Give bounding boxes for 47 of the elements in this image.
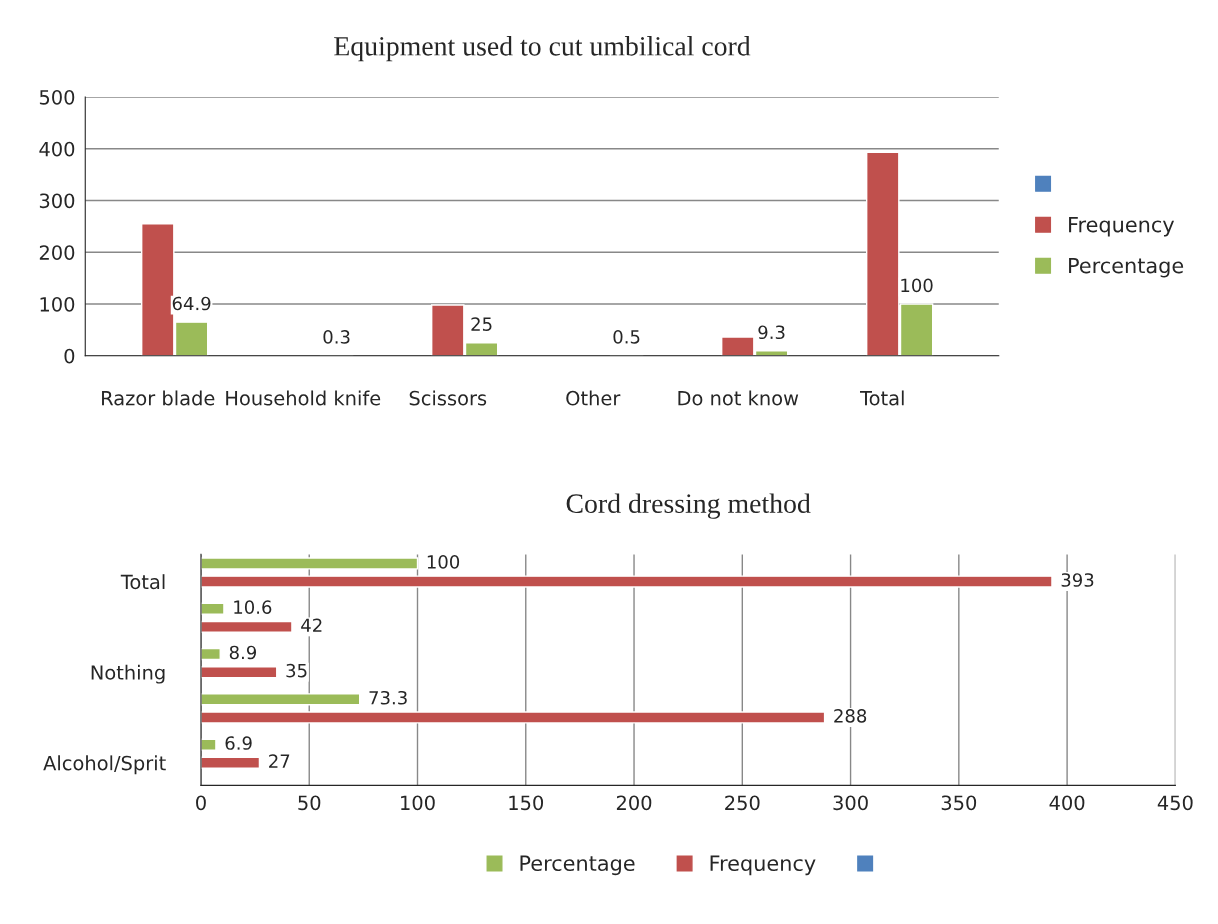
x-tick-label: 150 [509, 795, 544, 811]
data-label: 10.6 [234, 600, 272, 614]
legend-label: Frequency [710, 855, 816, 876]
y-tick-label: 400 [39, 141, 75, 157]
data-label: 6.9 [225, 736, 252, 750]
data-label: 73.3 [369, 690, 407, 705]
y-tick-label: 200 [39, 245, 75, 260]
x-tick-label: 250 [725, 795, 760, 811]
x-tick-label: Household knife [226, 390, 381, 406]
chart-title: Equipment used to cut umbilical cord [334, 36, 751, 62]
x-tick-label: 300 [833, 795, 868, 811]
data-label: 35 [286, 663, 307, 678]
x-tick-label: 450 [1157, 795, 1193, 811]
x-tick-label: Do not know [678, 390, 799, 406]
y-tick-label: Total [120, 574, 165, 590]
chart-title: Cord dressing method [566, 493, 811, 519]
x-tick-label: Other [566, 390, 621, 406]
x-tick-label: 50 [298, 795, 321, 811]
x-tick-label: 200 [616, 795, 652, 811]
y-tick-label: 0 [64, 348, 75, 364]
y-tick-label: 500 [39, 89, 75, 105]
x-tick-label: Scissors [409, 390, 487, 406]
y-tick-label: 300 [39, 193, 75, 209]
data-label: 100 [427, 555, 460, 569]
data-label: 64.9 [172, 296, 211, 311]
data-label: 42 [301, 618, 322, 632]
x-tick-label: 350 [941, 795, 977, 811]
x-tick-label: Razor blade [102, 390, 215, 406]
y-tick-label: 100 [40, 296, 75, 312]
data-label: 393 [1061, 573, 1094, 587]
data-label: 25 [471, 317, 492, 331]
x-tick-label: 100 [401, 795, 435, 811]
legend-label: Frequency [1069, 216, 1175, 237]
data-label: 27 [269, 754, 290, 768]
data-label: 288 [834, 709, 867, 723]
y-tick-label: Nothing [91, 664, 165, 684]
x-tick-label: 0 [196, 795, 206, 811]
data-label: 0.5 [613, 329, 640, 344]
x-tick-label: Total [860, 390, 904, 406]
x-tick-label: 400 [1049, 795, 1085, 811]
data-label: 8.9 [229, 645, 257, 660]
data-label: 100 [901, 278, 933, 293]
data-label: 0.3 [323, 330, 350, 344]
data-label: 9.3 [758, 325, 785, 340]
legend-label: Percentage [1069, 257, 1184, 278]
y-tick-label: Alcohol/Sprit [43, 755, 166, 775]
legend-label: Percentage [520, 855, 635, 876]
